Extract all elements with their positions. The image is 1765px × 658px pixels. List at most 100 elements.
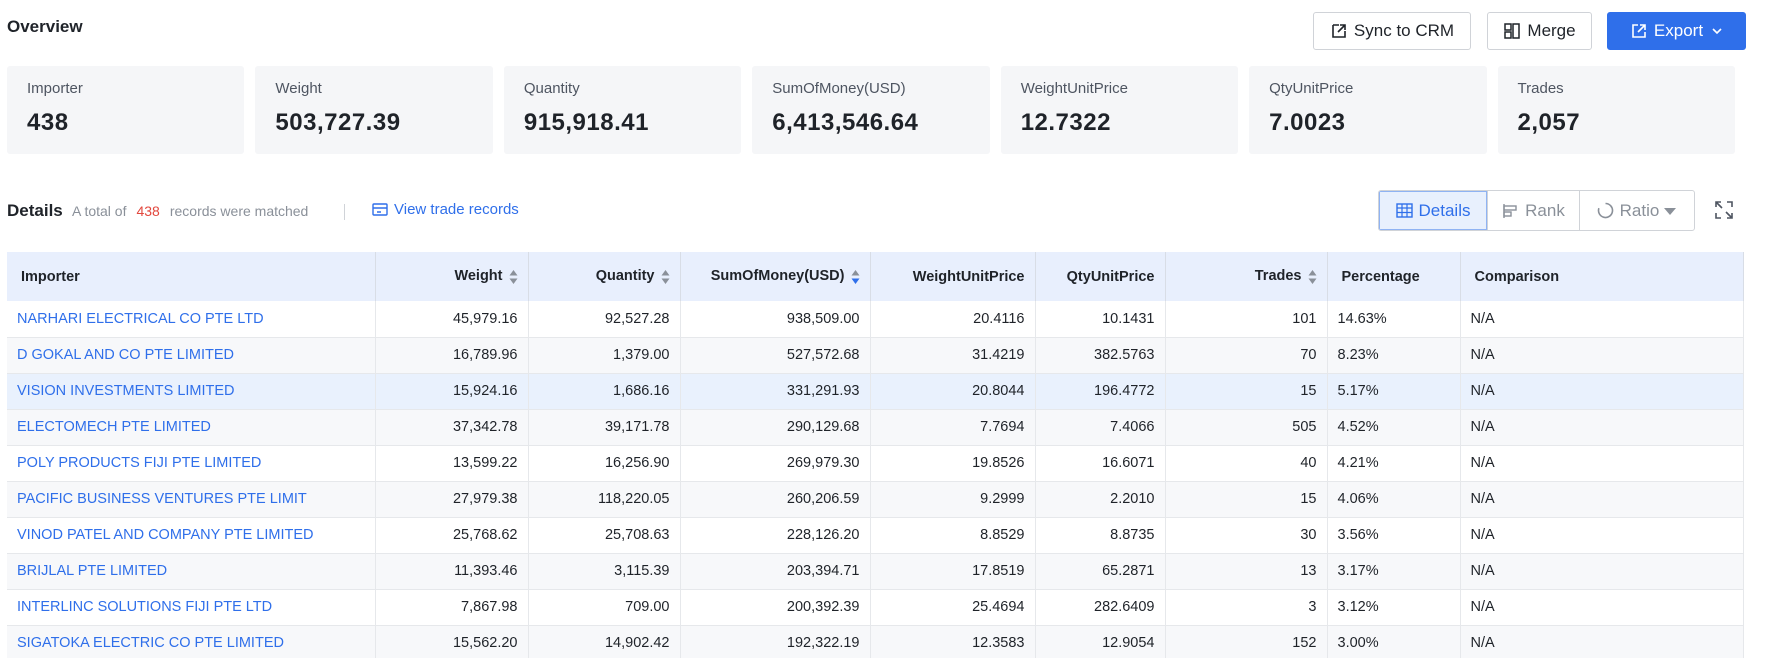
table-row[interactable]: SIGATOKA ELECTRIC CO PTE LIMITED 15,562.2… — [7, 625, 1744, 658]
sort-icon[interactable] — [509, 269, 518, 285]
table-cell: 118,220.05 — [528, 481, 681, 518]
table-cell: 17.8519 — [870, 553, 1036, 590]
table-cell: 19.8526 — [870, 445, 1036, 482]
table-cell: 7.7694 — [870, 409, 1036, 446]
tab-rank[interactable]: Rank — [1487, 191, 1579, 230]
sort-icon[interactable] — [1308, 269, 1317, 285]
view-trade-records-link[interactable]: View trade records — [372, 201, 519, 218]
view-toggle: Details Rank Ratio — [1378, 190, 1695, 231]
col-trades-label: Trades — [1254, 268, 1302, 285]
records-prefix: A total of — [72, 203, 127, 219]
table-cell: 1,379.00 — [528, 337, 681, 374]
merge-icon — [1504, 23, 1521, 39]
table-cell: 11,393.46 — [375, 553, 529, 590]
records-icon — [372, 202, 388, 216]
table-cell: 14.63% — [1327, 301, 1461, 338]
table-cell: 3,115.39 — [528, 553, 681, 590]
table-cell: 1,686.16 — [528, 373, 681, 410]
table-cell: N/A — [1460, 445, 1744, 482]
table-row[interactable]: VINOD PATEL AND COMPANY PTE LIMITED 25,76… — [7, 517, 1744, 554]
stat-label: QtyUnitPrice — [1269, 80, 1354, 97]
table-cell: 505 — [1165, 409, 1328, 446]
table-cell: 192,322.19 — [680, 625, 871, 658]
records-count: 438 — [136, 203, 160, 219]
table-cell: N/A — [1460, 553, 1744, 590]
table-cell: 12.3583 — [870, 625, 1036, 658]
col-trades[interactable]: Trades — [1165, 252, 1328, 301]
table-row[interactable]: NARHARI ELECTRICAL CO PTE LTD 45,979.16 92… — [7, 301, 1744, 338]
importer-name-link[interactable]: ELECTOMECH PTE LIMITED — [7, 409, 376, 446]
table-cell: 4.52% — [1327, 409, 1461, 446]
table-cell: 16,789.96 — [375, 337, 529, 374]
table-row[interactable]: BRIJLAL PTE LIMITED 11,393.46 3,115.39 203,… — [7, 553, 1744, 590]
table-cell: 3.17% — [1327, 553, 1461, 590]
importer-name-link[interactable]: POLY PRODUCTS FIJI PTE LIMITED — [7, 445, 376, 482]
table-cell: 16,256.90 — [528, 445, 681, 482]
tab-ratio-label: Ratio — [1619, 200, 1660, 220]
table-cell: N/A — [1460, 481, 1744, 518]
col-quantity-label: Quantity — [595, 268, 655, 285]
table-cell: N/A — [1460, 301, 1744, 338]
col-quantity[interactable]: Quantity — [528, 252, 681, 301]
export-button[interactable]: Export — [1607, 12, 1746, 50]
tab-ratio[interactable]: Ratio — [1579, 191, 1694, 230]
table-cell: 27,979.38 — [375, 481, 529, 518]
table-cell: 12.9054 — [1035, 625, 1166, 658]
table-cell: 65.2871 — [1035, 553, 1166, 590]
table-row[interactable]: INTERLINC SOLUTIONS FIJI PTE LTD 7,867.98… — [7, 589, 1744, 626]
sort-desc-icon[interactable] — [851, 269, 860, 285]
stat-label: Importer — [27, 80, 83, 97]
table-cell: 13,599.22 — [375, 445, 529, 482]
tab-rank-label: Rank — [1525, 200, 1565, 220]
fullscreen-icon[interactable] — [1714, 200, 1734, 225]
table-cell: 20.8044 — [870, 373, 1036, 410]
table-cell: 101 — [1165, 301, 1328, 338]
importer-name-link[interactable]: D GOKAL AND CO PTE LIMITED — [7, 337, 376, 374]
table-cell: 709.00 — [528, 589, 681, 626]
table-row[interactable]: POLY PRODUCTS FIJI PTE LIMITED 13,599.22 1… — [7, 445, 1744, 482]
table-cell: 382.5763 — [1035, 337, 1166, 374]
table-row[interactable]: ELECTOMECH PTE LIMITED 37,342.78 39,171.78… — [7, 409, 1744, 446]
table-row[interactable]: D GOKAL AND CO PTE LIMITED 16,789.96 1,379… — [7, 337, 1744, 374]
stat-quantity: Quantity 915,918.41 — [503, 66, 742, 154]
tab-details-label: Details — [1418, 200, 1471, 220]
overview-header: Overview Sync to CRM Merge Export — [0, 0, 1765, 60]
table-row[interactable]: VISION INVESTMENTS LIMITED 15,924.16 1,686… — [7, 373, 1744, 410]
importer-name-link[interactable]: SIGATOKA ELECTRIC CO PTE LIMITED — [7, 625, 376, 658]
stat-value: 2,057 — [1517, 109, 1581, 136]
stat-weight-unit-price: WeightUnitPrice 12.7322 — [1000, 66, 1239, 154]
col-importer: Importer — [7, 252, 376, 301]
stat-value: 6,413,546.64 — [772, 109, 919, 136]
importer-name-link[interactable]: INTERLINC SOLUTIONS FIJI PTE LTD — [7, 589, 376, 626]
col-sum-of-money[interactable]: SumOfMoney(USD) — [680, 252, 871, 301]
table-icon — [1395, 203, 1413, 218]
ratio-icon — [1597, 202, 1613, 219]
table-cell: 15 — [1165, 481, 1328, 518]
records-suffix: records were matched — [169, 203, 309, 219]
table-cell: N/A — [1460, 589, 1744, 626]
table-cell: 16.6071 — [1035, 445, 1166, 482]
table-cell: 15,562.20 — [375, 625, 529, 658]
table-row[interactable]: PACIFIC BUSINESS VENTURES PTE LIMIT 27,97… — [7, 481, 1744, 518]
table-cell: 938,509.00 — [680, 301, 871, 338]
table-cell: N/A — [1460, 409, 1744, 446]
table-cell: 3.12% — [1327, 589, 1461, 626]
importer-name-link[interactable]: PACIFIC BUSINESS VENTURES PTE LIMIT — [7, 481, 376, 518]
table-cell: N/A — [1460, 517, 1744, 554]
table-header-row: Importer Weight Quantity SumOfMoney(USD)… — [7, 252, 1744, 301]
col-weight[interactable]: Weight — [375, 252, 529, 301]
col-weight-unit-price: WeightUnitPrice — [870, 252, 1036, 301]
stat-qty-unit-price: QtyUnitPrice 7.0023 — [1249, 66, 1487, 154]
table-cell: 14,902.42 — [528, 625, 681, 658]
tab-details[interactable]: Details — [1379, 191, 1487, 230]
importer-name-link[interactable]: VISION INVESTMENTS LIMITED — [7, 373, 376, 410]
table-cell: 25,768.62 — [375, 517, 529, 554]
importer-name-link[interactable]: VINOD PATEL AND COMPANY PTE LIMITED — [7, 517, 376, 554]
table-cell: 37,342.78 — [375, 409, 529, 446]
importer-name-link[interactable]: NARHARI ELECTRICAL CO PTE LTD — [7, 301, 376, 338]
sync-to-crm-button[interactable]: Sync to CRM — [1313, 12, 1471, 50]
table-cell: 5.17% — [1327, 373, 1461, 410]
importer-name-link[interactable]: BRIJLAL PTE LIMITED — [7, 553, 376, 590]
sort-icon[interactable] — [661, 269, 670, 285]
merge-button[interactable]: Merge — [1487, 12, 1592, 50]
